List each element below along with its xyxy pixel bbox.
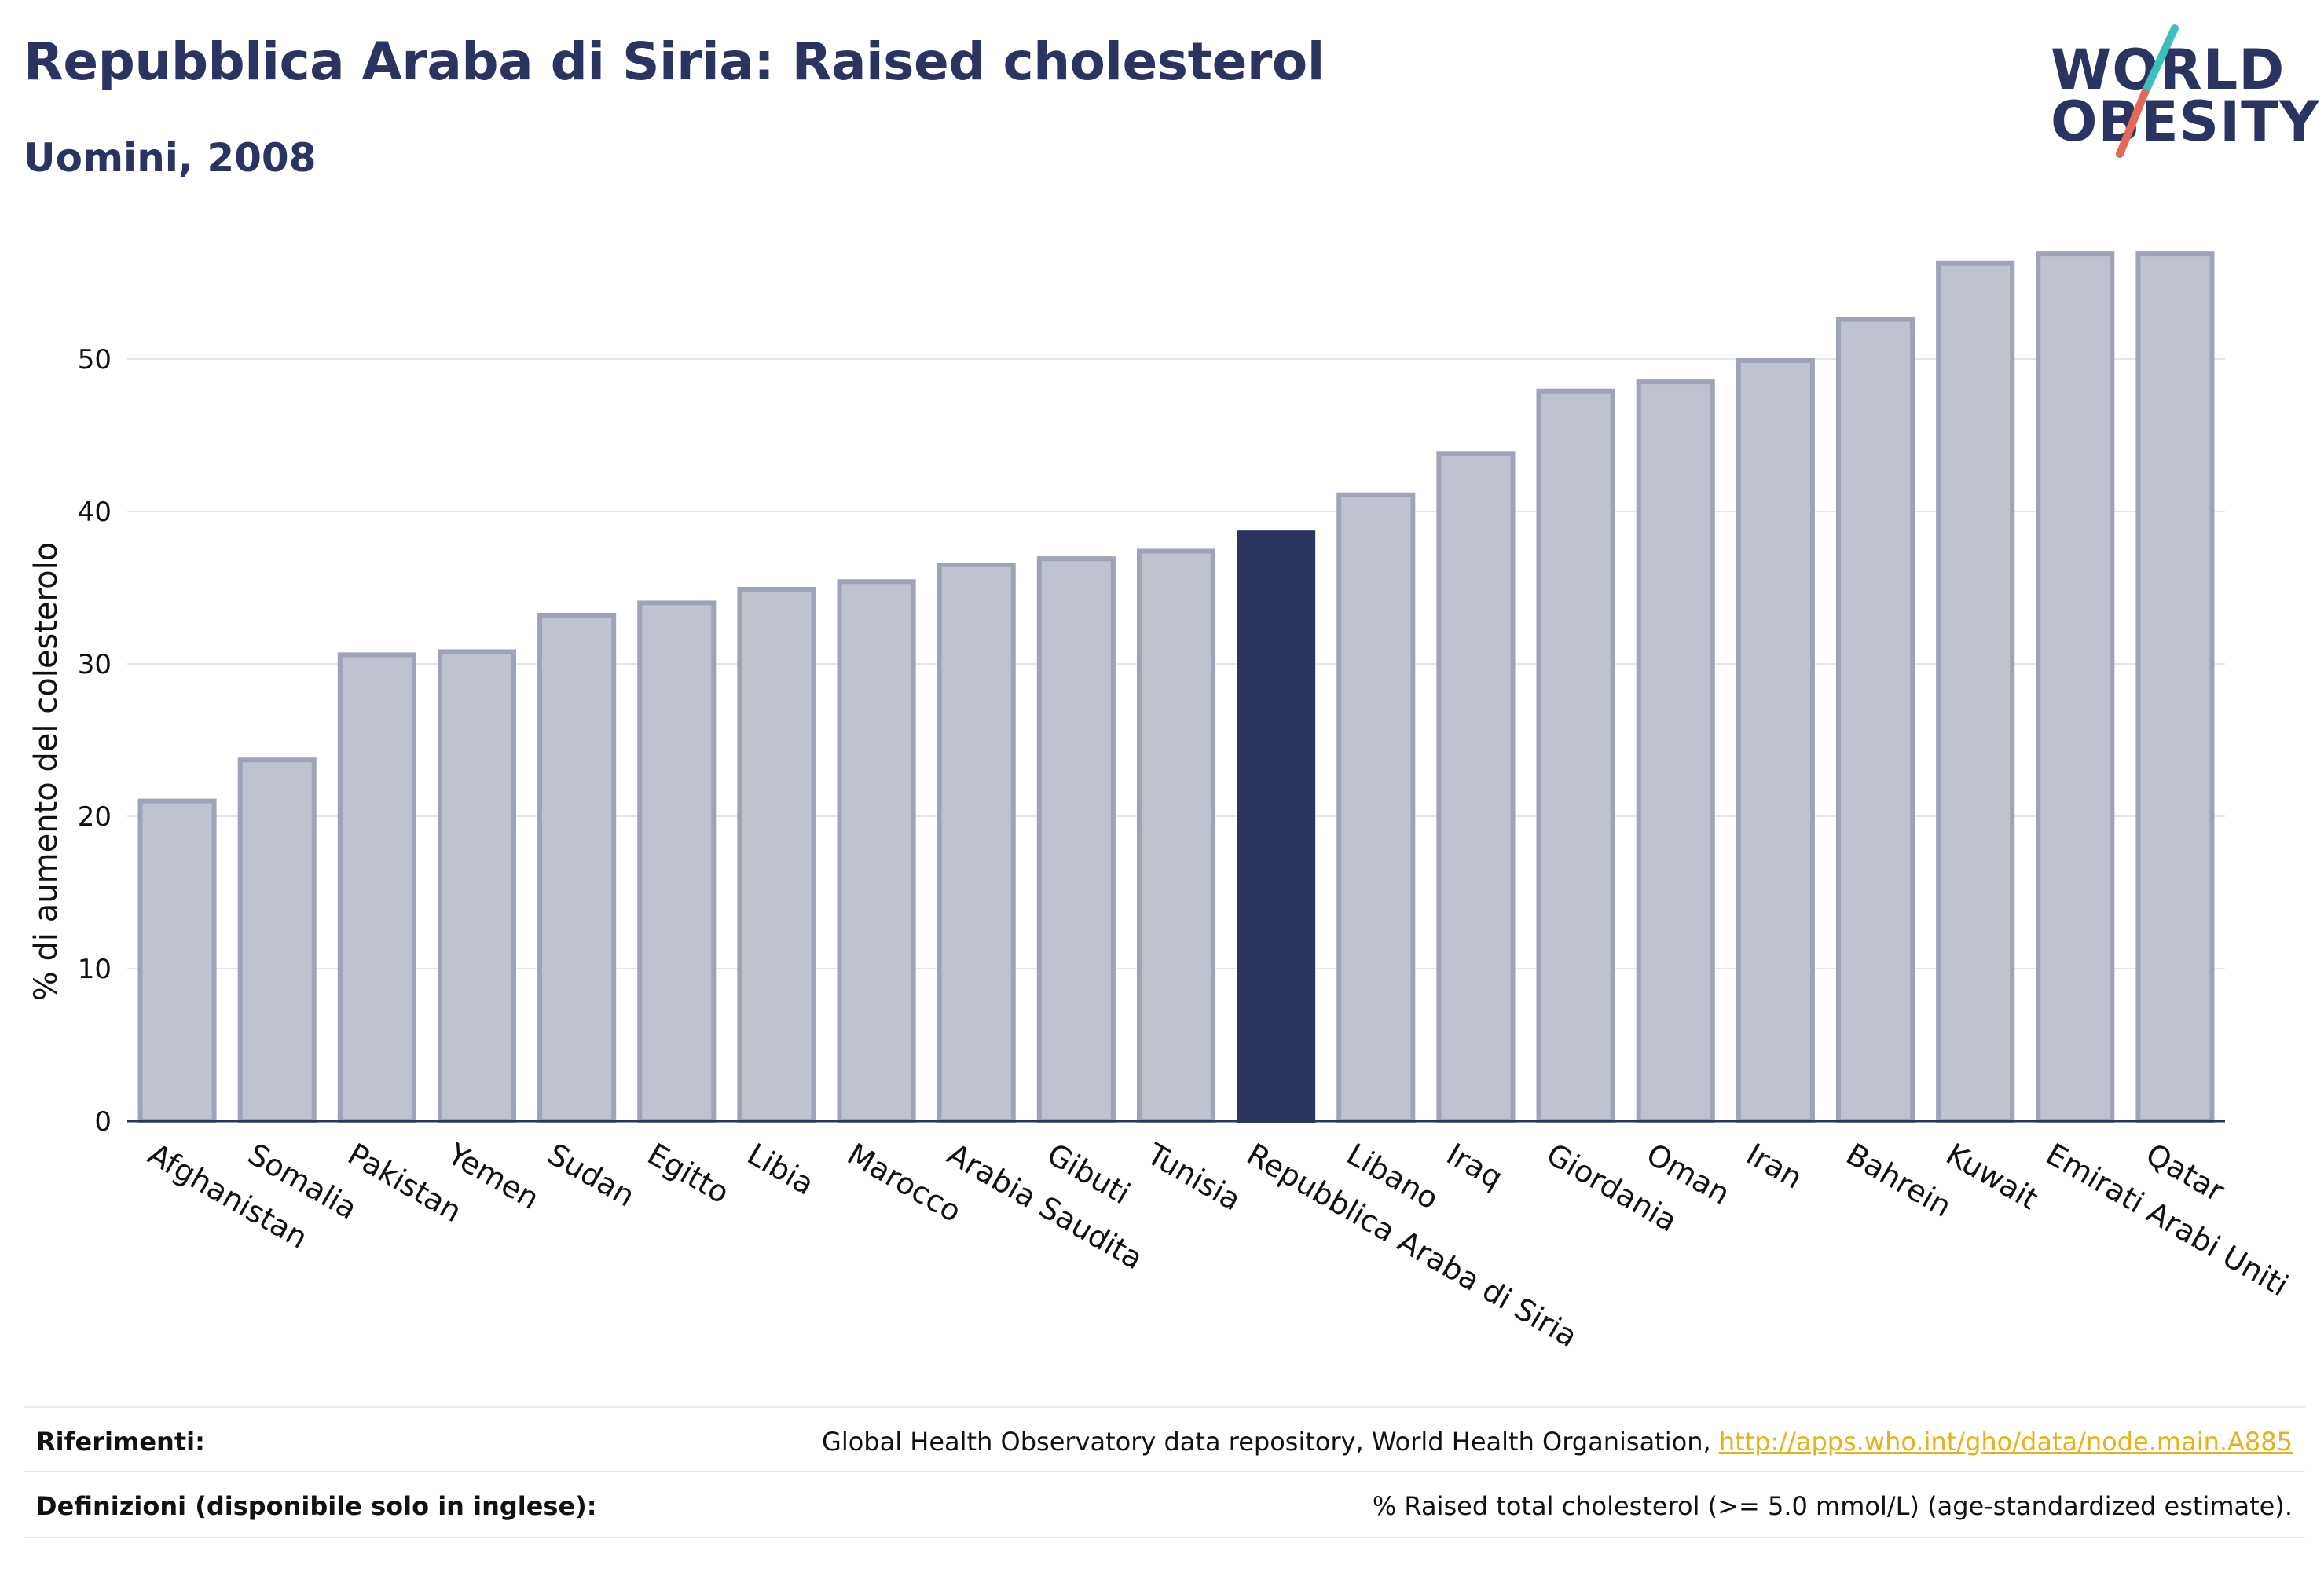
bar: [1736, 357, 1815, 1123]
definitions-row: Definizioni (disponibile solo in inglese…: [24, 1471, 2305, 1538]
references-value: Global Health Observatory data repositor…: [822, 1427, 2293, 1457]
bar: [737, 586, 816, 1123]
x-tick-label: Libia: [742, 1137, 820, 1202]
y-tick-label: 50: [78, 344, 112, 376]
y-tick-label: 40: [78, 497, 112, 528]
bar: [1136, 548, 1216, 1123]
bar: [1835, 317, 1915, 1123]
chart-subtitle: Uomini, 2008: [24, 135, 317, 181]
y-axis-title: % di aumento del colesterolo: [28, 542, 64, 1001]
bar: [937, 562, 1016, 1123]
x-tick-label: Pakistan: [342, 1137, 467, 1230]
bar: [337, 652, 416, 1123]
bar: [1636, 379, 1715, 1124]
chart-title: Repubblica Araba di Siria: Raised choles…: [24, 31, 1325, 92]
x-tick-label: Tunisia: [1141, 1136, 1247, 1218]
bar: [137, 798, 217, 1123]
logo-line-2: OBESITY: [2051, 90, 2320, 154]
x-tick-label: Sudan: [542, 1137, 641, 1214]
definitions-value: % Raised total cholesterol (>= 5.0 mmol/…: [1372, 1491, 2293, 1521]
bar-chart: 01020304050AfghanistanSomaliaPakistanYem…: [28, 251, 2294, 1354]
bar: [237, 757, 317, 1123]
world-obesity-logo: WORLD OBESITY: [2051, 22, 2319, 163]
bar: [2036, 251, 2115, 1123]
x-tick-label: Kuwait: [1941, 1137, 2044, 1217]
y-tick-label: 20: [78, 801, 112, 833]
x-tick-label: Marocco: [841, 1137, 967, 1230]
references-row: Riferimenti: Global Health Observatory d…: [24, 1406, 2305, 1472]
x-tick-label: Egitto: [642, 1137, 735, 1211]
bar: [1536, 388, 1615, 1124]
x-tick-label: Iraq: [1441, 1137, 1508, 1196]
references-link[interactable]: http://apps.who.int/gho/data/node.main.A…: [1718, 1427, 2293, 1457]
bar: [537, 612, 617, 1123]
bar: [837, 579, 916, 1123]
y-tick-label: 30: [78, 649, 112, 680]
x-tick-label: Iran: [1740, 1137, 1808, 1196]
bar: [1336, 492, 1416, 1124]
references-label: Riferimenti:: [36, 1427, 205, 1457]
bar: [437, 649, 517, 1123]
bar-highlight: [1237, 530, 1316, 1124]
bar: [637, 600, 717, 1123]
y-tick-label: 0: [94, 1106, 112, 1138]
definitions-label: Definizioni (disponibile solo in inglese…: [36, 1491, 597, 1521]
logo-slash-icon: [2116, 24, 2179, 158]
bar: [1036, 556, 1116, 1123]
bar: [1436, 451, 1516, 1123]
references-text: Global Health Observatory data repositor…: [822, 1427, 1719, 1457]
bar: [1936, 260, 2015, 1123]
x-tick-label: Bahrein: [1841, 1137, 1958, 1224]
y-tick-label: 10: [78, 954, 112, 985]
bar: [2135, 251, 2215, 1123]
